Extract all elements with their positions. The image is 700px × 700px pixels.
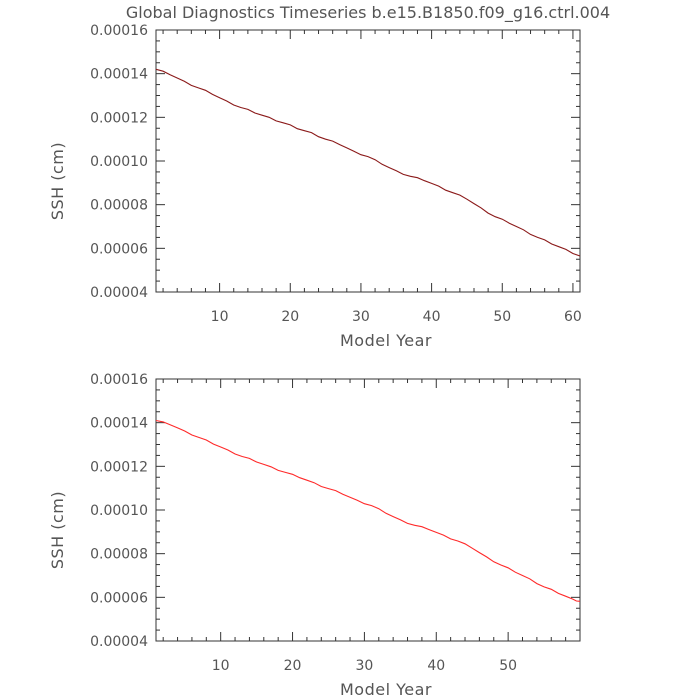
x-tick-label: 40 bbox=[427, 658, 445, 674]
x-tick-label: 40 bbox=[423, 309, 441, 325]
y-tick-label: 0.00014 bbox=[90, 67, 148, 83]
y-axis-label: SSH (cm) bbox=[48, 491, 67, 569]
ssh-series-line bbox=[155, 419, 581, 602]
y-tick-label: 0.00016 bbox=[90, 372, 148, 388]
figure-title: Global Diagnostics Timeseries b.e15.B185… bbox=[126, 3, 610, 23]
y-tick-label: 0.00012 bbox=[90, 110, 148, 126]
x-tick-label: 60 bbox=[564, 309, 582, 325]
y-tick-label: 0.00006 bbox=[90, 590, 148, 606]
x-tick-label: 10 bbox=[212, 658, 230, 674]
y-tick-label: 0.00012 bbox=[90, 459, 148, 475]
x-axis-label: Model Year bbox=[340, 331, 432, 350]
y-tick-label: 0.00010 bbox=[90, 503, 148, 519]
x-tick-label: 50 bbox=[493, 309, 511, 325]
y-tick-label: 0.00004 bbox=[90, 285, 148, 301]
x-tick-label: 20 bbox=[284, 658, 302, 674]
y-tick-label: 0.00010 bbox=[90, 154, 148, 170]
x-tick-label: 10 bbox=[211, 309, 229, 325]
y-tick-label: 0.00016 bbox=[90, 23, 148, 39]
y-tick-label: 0.00004 bbox=[90, 634, 148, 650]
x-tick-label: 30 bbox=[352, 309, 370, 325]
x-axis-label: Model Year bbox=[340, 680, 432, 699]
plot-frame bbox=[155, 29, 581, 293]
panel-2: 10 20 30 40 50 0.00004 0.00006 0.00008 0.00010 0.… bbox=[48, 372, 581, 699]
x-tick-label: 50 bbox=[499, 658, 517, 674]
y-axis-label: SSH (cm) bbox=[48, 142, 67, 220]
y-tick-label: 0.00008 bbox=[90, 547, 148, 563]
y-tick-label: 0.00006 bbox=[90, 241, 148, 257]
panel-1: 10 20 30 40 50 60 0.00004 0.00006 0.00008 0.00010… bbox=[48, 23, 582, 350]
ssh-series-line bbox=[155, 68, 581, 257]
plot-frame bbox=[155, 378, 581, 642]
x-tick-label: 30 bbox=[355, 658, 373, 674]
x-tick-label: 20 bbox=[281, 309, 299, 325]
y-tick-label: 0.00008 bbox=[90, 198, 148, 214]
y-tick-label: 0.00014 bbox=[90, 416, 148, 432]
